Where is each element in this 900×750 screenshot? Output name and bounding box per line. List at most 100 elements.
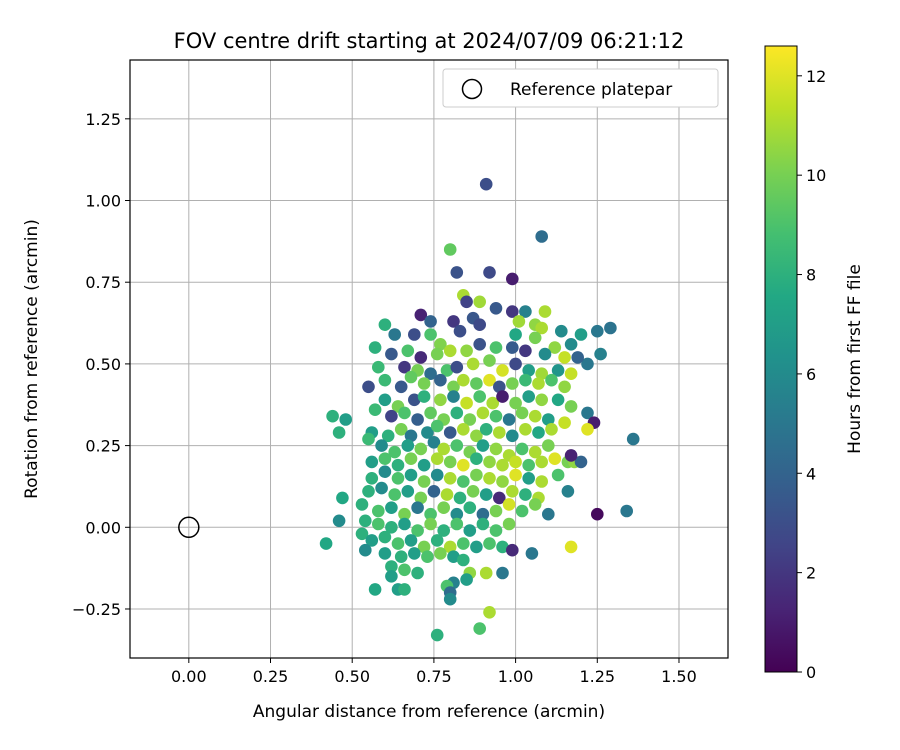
- data-point: [473, 622, 487, 635]
- x-axis-label: Angular distance from reference (arcmin): [253, 702, 605, 722]
- data-point: [591, 324, 604, 338]
- data-point: [574, 328, 588, 341]
- reference-point-marker: [178, 516, 200, 539]
- grid: [130, 60, 728, 658]
- data-point: [548, 452, 562, 466]
- legend-label: Reference platepar: [510, 80, 672, 100]
- data-point: [493, 491, 506, 505]
- data-point: [502, 517, 516, 531]
- data-point: [375, 439, 388, 452]
- data-point: [391, 472, 405, 485]
- data-point: [378, 530, 392, 544]
- data-point: [440, 364, 454, 377]
- data-point: [509, 455, 522, 469]
- data-point: [483, 373, 496, 387]
- data-point: [476, 507, 490, 521]
- data-point: [319, 537, 333, 550]
- data-point: [519, 305, 532, 318]
- data-point: [483, 537, 496, 550]
- data-point: [368, 403, 382, 417]
- data-point: [473, 295, 487, 309]
- legend-box: [442, 68, 719, 108]
- legend-marker-icon: [461, 78, 483, 100]
- colorbar-ticks: 0 2 4 6 8 10 12: [797, 67, 826, 682]
- data-point: [506, 305, 519, 318]
- data-point: [447, 380, 460, 394]
- data-point: [512, 315, 526, 328]
- data-point: [430, 347, 444, 361]
- data-point: [460, 573, 473, 586]
- data-point: [457, 423, 470, 436]
- data-point: [385, 521, 398, 534]
- colorbar-tick-label: 2: [806, 564, 816, 583]
- data-point: [483, 455, 496, 469]
- data-point: [417, 458, 431, 472]
- data-point: [365, 472, 379, 485]
- data-point: [443, 540, 457, 554]
- data-point: [430, 419, 444, 433]
- data-point: [483, 266, 496, 279]
- y-tick-label: 1.00: [85, 192, 121, 211]
- data-point: [359, 514, 372, 528]
- data-point: [538, 347, 552, 361]
- legend: Reference platepar: [442, 68, 719, 108]
- colorbar-tick-label: 0: [806, 663, 816, 682]
- data-point: [535, 230, 548, 243]
- data-point: [434, 393, 447, 407]
- data-point: [463, 413, 477, 426]
- data-point: [555, 324, 568, 338]
- data-point: [450, 517, 464, 531]
- x-tick-label: 1.50: [661, 667, 697, 686]
- data-point: [443, 426, 457, 439]
- data-point: [368, 583, 382, 596]
- data-point: [355, 498, 369, 511]
- data-point: [385, 409, 398, 423]
- data-point: [476, 517, 490, 531]
- data-point: [421, 426, 434, 439]
- data-point: [479, 488, 493, 501]
- data-point: [430, 452, 444, 466]
- data-point: [394, 550, 408, 563]
- data-point: [489, 504, 503, 518]
- data-point: [424, 315, 437, 328]
- data-point: [489, 341, 503, 354]
- data-point: [476, 406, 490, 420]
- data-point: [515, 504, 529, 518]
- data-point: [437, 524, 451, 537]
- data-point: [368, 341, 382, 354]
- data-point: [398, 517, 411, 531]
- data-point: [528, 409, 542, 423]
- data-point: [545, 423, 558, 436]
- data-point: [463, 524, 477, 537]
- data-point: [326, 409, 339, 423]
- data-point: [519, 488, 532, 501]
- data-point: [385, 560, 398, 573]
- data-point: [620, 504, 633, 518]
- x-tick-label: 1.25: [579, 667, 615, 686]
- data-point: [336, 491, 349, 505]
- data-point: [548, 341, 562, 354]
- data-point: [470, 377, 483, 390]
- data-point: [463, 501, 477, 514]
- data-point: [473, 318, 487, 332]
- data-point: [434, 338, 447, 351]
- x-tick-label: 0.25: [253, 667, 289, 686]
- y-tick-label: −0.25: [72, 600, 121, 619]
- data-point: [394, 380, 408, 394]
- data-point: [506, 341, 519, 354]
- data-point: [424, 406, 437, 420]
- data-point: [453, 324, 467, 338]
- data-point: [564, 367, 578, 381]
- data-point: [551, 393, 565, 407]
- data-point: [545, 373, 558, 387]
- data-point: [522, 364, 535, 377]
- data-point: [551, 468, 565, 482]
- y-tick-label: 0.50: [85, 355, 121, 374]
- data-point: [489, 409, 503, 423]
- colorbar-tick-label: 6: [806, 365, 816, 384]
- data-point: [466, 357, 480, 371]
- y-tick-label: 1.25: [85, 110, 121, 129]
- data-point: [532, 377, 545, 390]
- data-point: [581, 357, 594, 371]
- data-point: [561, 485, 575, 498]
